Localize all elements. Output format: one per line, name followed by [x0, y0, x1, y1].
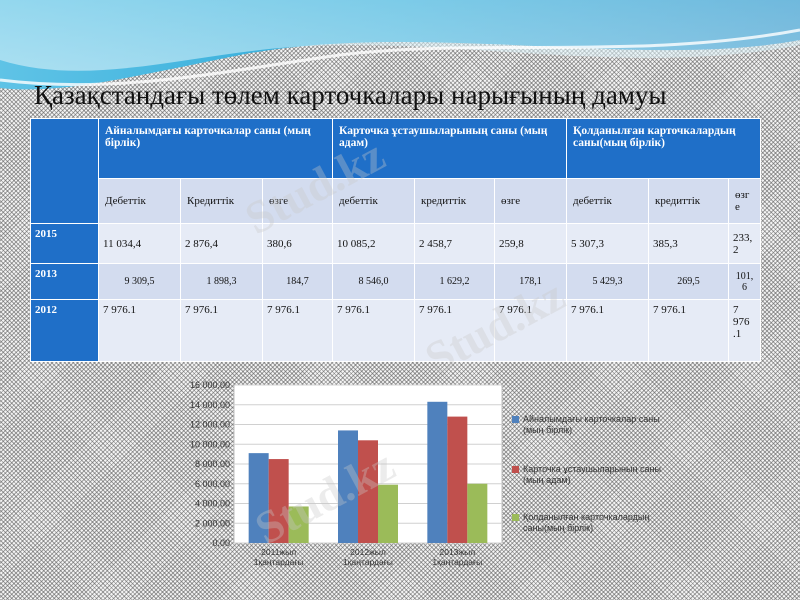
y-tick-label: 14 000,00 — [190, 400, 230, 410]
table-corner-cell — [30, 118, 99, 224]
group-header-cards-in-circulation: Айналымдағы карточкалар саны (мың бірлік… — [97, 118, 334, 179]
value-cell: 178,1 — [494, 263, 568, 300]
subheader-cell: өзг е — [728, 178, 762, 224]
x-tick-label: 1қаңтардағы — [254, 557, 304, 567]
value-cell: 184,7 — [261, 263, 334, 300]
slide-title: Қазақстандағы төлем карточкалары нарығын… — [34, 80, 667, 110]
value-cell: 2 876,4 — [180, 223, 263, 264]
value-cell: 385,3 — [648, 223, 730, 264]
value-cell: 9 309,5 — [98, 263, 181, 300]
legend-label: (мың адам) — [523, 475, 571, 485]
value-cell: 2 458,7 — [414, 223, 496, 264]
x-tick-label: 2011жыл — [261, 547, 296, 557]
bar — [268, 459, 289, 543]
value-cell: 7 976.1 — [566, 299, 650, 362]
bar — [248, 453, 269, 543]
x-tick-label: 2013жыл — [439, 547, 475, 557]
x-tick-label: 1қаңтардағы — [432, 557, 482, 567]
year-cell: 2015 — [30, 223, 99, 264]
value-cell: 269,5 — [648, 263, 730, 300]
y-tick-label: 2 000,00 — [195, 518, 230, 528]
legend-label: Қолданылған карточкалардың — [523, 512, 649, 522]
subheader-cell: кредиттік — [414, 178, 496, 224]
value-cell: 5 307,3 — [566, 223, 650, 264]
value-cell: 7 976.1 — [98, 299, 181, 362]
value-cell: 5 429,3 — [566, 263, 650, 300]
x-tick-label: 1қаңтардағы — [343, 557, 393, 567]
value-cell: 7 976.1 — [414, 299, 496, 362]
bar — [338, 430, 358, 543]
value-cell: 259,8 — [494, 223, 568, 264]
legend-label: (мың бірлік) — [523, 425, 572, 435]
bar-chart-svg: 0,00 2 000,00 4 000,00 6 000,00 8 000,00 10 0… — [190, 380, 661, 567]
value-cell: 7 976.1 — [332, 299, 416, 362]
bar-chart: 0,00 2 000,00 4 000,00 6 000,00 8 000,00 10 0… — [182, 380, 682, 580]
value-cell: 380,6 — [261, 223, 334, 264]
y-tick-label: 10 000,00 — [190, 439, 230, 449]
bar — [288, 506, 309, 543]
y-tick-label: 0,00 — [212, 538, 230, 548]
subheader-cell: дебеттік — [332, 178, 416, 224]
y-tick-label: 6 000,00 — [195, 479, 230, 489]
year-cell: 2013 — [30, 263, 99, 300]
subheader-cell: өзге — [261, 178, 334, 224]
subheader-row: Дебеттік Кредиттік өзге дебеттік кредитт… — [31, 178, 762, 224]
bar — [427, 401, 448, 543]
value-cell: 7 976.1 — [648, 299, 730, 362]
x-tick-label: 2012жыл — [350, 547, 386, 557]
bar — [358, 440, 378, 543]
year-cell: 2012 — [30, 299, 99, 362]
value-cell: 7 976.1 — [180, 299, 263, 362]
value-cell: 233, 2 — [728, 223, 762, 264]
value-cell: 1 629,2 — [414, 263, 496, 300]
value-cell: 11 034,4 — [98, 223, 181, 264]
bar — [467, 483, 488, 543]
table-row: 2012 7 976.1 7 976.1 7 976.1 7 976.1 7 9… — [30, 299, 762, 362]
subheader-cell: Дебеттік — [98, 178, 181, 224]
group-header-row: Айналымдағы карточкалар саны (мың бірлік… — [30, 118, 762, 224]
y-tick-label: 16 000,00 — [190, 380, 230, 390]
header-wave-decoration — [0, 0, 800, 90]
value-cell: 10 085,2 — [332, 223, 416, 264]
y-tick-label: 4 000,00 — [195, 499, 230, 509]
value-cell: 1 898,3 — [180, 263, 263, 300]
legend-swatch — [512, 466, 519, 473]
table-row: 2013 9 309,5 1 898,3 184,7 8 546,0 1 629… — [30, 263, 762, 300]
bar — [378, 484, 398, 543]
legend-label: Айналымдағы карточкалар саны — [523, 414, 660, 424]
table-row: 2015 11 034,4 2 876,4 380,6 10 085,2 2 4… — [30, 223, 762, 264]
subheader-cell: өзге — [494, 178, 568, 224]
subheader-cell: кредиттік — [648, 178, 730, 224]
legend-label: саны(мың бірлік) — [523, 523, 593, 533]
y-tick-label: 12 000,00 — [190, 420, 230, 430]
value-cell: 101, 6 — [728, 263, 762, 300]
value-cell: 8 546,0 — [332, 263, 416, 300]
y-tick-label: 8 000,00 — [195, 459, 230, 469]
value-cell: 7 976.1 — [261, 299, 334, 362]
legend-label: Карточка ұстаушыларының саны — [523, 464, 661, 474]
card-market-table: Айналымдағы карточкалар саны (мың бірлік… — [30, 118, 762, 362]
subheader-cell: дебеттік — [566, 178, 650, 224]
value-cell: 7 976.1 — [494, 299, 568, 362]
group-header-cardholders: Карточка ұстаушыларының саны (мың адам) — [332, 118, 568, 179]
legend-swatch — [512, 416, 519, 423]
group-header-cards-used: Қолданылған карточкалардың саны(мың бірл… — [566, 118, 762, 179]
legend-swatch — [512, 514, 519, 521]
subheader-cell: Кредиттік — [180, 178, 263, 224]
bar — [447, 416, 468, 543]
value-cell: 7 976 .1 — [728, 299, 762, 362]
